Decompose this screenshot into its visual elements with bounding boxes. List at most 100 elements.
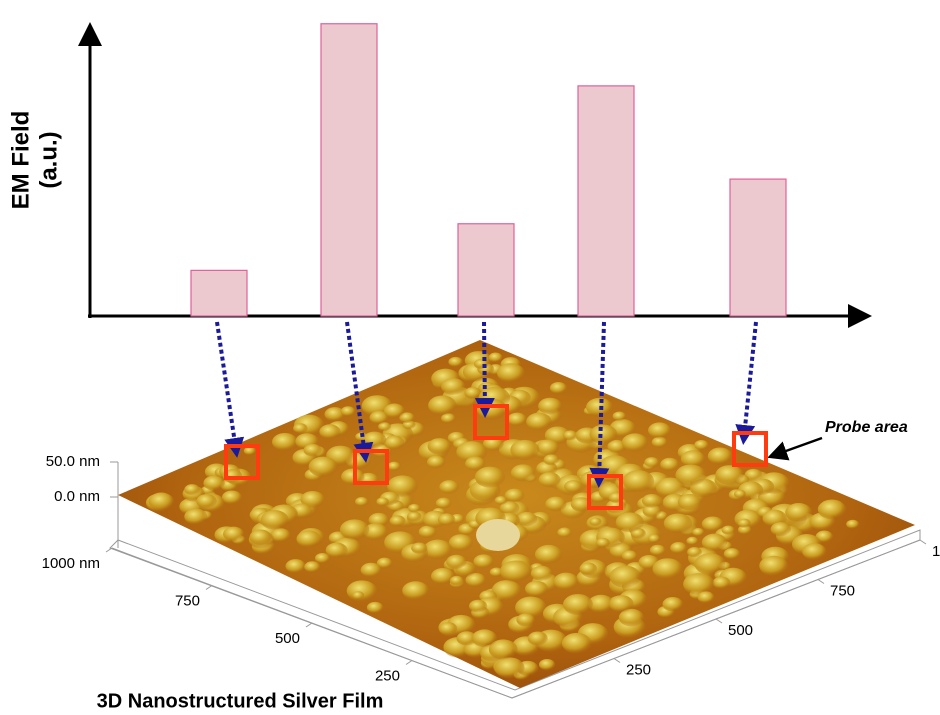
surface-grain <box>723 548 741 560</box>
surface-grain <box>378 422 392 432</box>
surface-grain <box>437 513 456 526</box>
tick-mark <box>105 547 113 553</box>
surface-grain <box>579 562 598 575</box>
surface-grain <box>596 537 610 548</box>
annotation: Probe area <box>825 419 908 436</box>
surface-grain <box>439 480 460 494</box>
surface-grain <box>846 519 860 529</box>
surface-grain <box>296 530 322 548</box>
surface-grain <box>545 496 567 512</box>
surface-grain <box>644 457 660 468</box>
surface-grain <box>464 387 482 399</box>
surface-grain <box>670 542 687 554</box>
surface-grain <box>431 567 455 585</box>
surface-grain <box>733 489 746 499</box>
surface-grain <box>471 629 498 648</box>
surface-grain <box>387 461 401 471</box>
surface-grain <box>339 519 370 540</box>
surface-grain <box>530 565 553 582</box>
surface-grain <box>491 580 522 601</box>
surface-grain <box>663 513 693 534</box>
surface-grain <box>701 533 728 552</box>
surface-grain <box>352 591 365 600</box>
surface-grain <box>389 515 406 527</box>
left-tick-label: 500 <box>275 630 300 647</box>
surface-grain <box>815 530 834 543</box>
surface-grain <box>489 567 504 577</box>
surface-grain <box>615 512 644 533</box>
surface-grain <box>465 572 487 588</box>
surface-grain <box>692 527 705 537</box>
surface-grain <box>677 493 702 511</box>
surface-grain <box>549 382 568 395</box>
surface-grain <box>423 539 453 560</box>
surface <box>109 340 921 699</box>
surface-grain <box>448 356 464 368</box>
probe-box <box>353 449 389 485</box>
surface-grain <box>184 508 208 525</box>
surface-grain <box>438 622 458 636</box>
surface-grain <box>482 436 504 452</box>
surface-grain <box>642 504 662 518</box>
surface-grain <box>536 439 560 456</box>
surface-grain <box>683 573 715 596</box>
surface-grain <box>507 412 527 427</box>
bar <box>457 223 515 317</box>
link-arrow <box>589 321 610 488</box>
left-tick-label: 750 <box>175 592 200 609</box>
surface-grain <box>515 596 547 619</box>
surface-grain <box>428 395 457 416</box>
tick-mark <box>613 658 621 663</box>
surface-grain <box>448 534 474 552</box>
y-axis-label: (a.u.) <box>35 131 62 188</box>
surface-grain <box>366 601 384 614</box>
surface-grain <box>510 439 540 461</box>
surface-grain <box>652 558 683 580</box>
surface-grain <box>609 565 642 588</box>
surface-grain <box>538 658 556 671</box>
surface-grain <box>325 542 348 558</box>
bar <box>729 178 787 317</box>
surface-grain <box>770 522 792 537</box>
surface-grain <box>510 464 536 482</box>
surface-grain <box>660 457 680 472</box>
surface-grain <box>738 525 752 535</box>
surface-grain <box>675 464 707 486</box>
surface-grain <box>465 456 486 471</box>
surface-grain <box>303 443 322 457</box>
surface-grain <box>369 410 389 425</box>
surface-grain <box>543 454 560 466</box>
surface-grain <box>402 581 430 601</box>
surface-grain <box>494 657 525 679</box>
surface-grain <box>697 591 715 604</box>
surface-grain <box>383 403 405 419</box>
surface-grain <box>355 496 369 507</box>
surface-grain <box>557 527 572 538</box>
surface-grain <box>612 411 627 421</box>
surface-grain <box>184 484 200 496</box>
surface-grain <box>488 639 518 660</box>
surface-grain <box>496 363 525 383</box>
surface-grain <box>468 599 488 613</box>
surface-grain <box>721 525 735 535</box>
surface-grain <box>538 397 563 415</box>
right-tick-label: 750 <box>830 582 855 599</box>
right-tick-label: 250 <box>626 661 651 678</box>
tick-mark <box>919 539 927 545</box>
surface-grain <box>304 561 321 573</box>
surface-grain <box>441 378 466 396</box>
surface-grain <box>418 525 437 539</box>
y-axis-label: EM Field <box>7 111 34 210</box>
surface-grain <box>449 575 464 586</box>
right-tick-label: 1000 <box>932 543 940 560</box>
surface-grain <box>504 488 525 503</box>
surface-grain <box>285 559 306 574</box>
surface-grain <box>802 543 827 561</box>
surface-grain <box>589 424 618 445</box>
surface-grain <box>715 465 744 486</box>
surface-grain <box>456 631 478 646</box>
bar <box>577 85 635 317</box>
surface-grain <box>376 557 393 569</box>
surface-grain <box>249 529 272 545</box>
surface-grain <box>387 475 418 497</box>
